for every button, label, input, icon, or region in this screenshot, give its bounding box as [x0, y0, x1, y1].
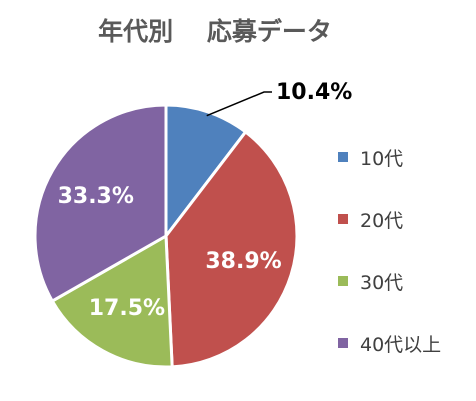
legend-swatch — [338, 338, 348, 348]
chart-title: 年代別 応募データ — [98, 17, 332, 46]
legend-label: 20代 — [360, 209, 404, 232]
slice-40s-plus — [33, 103, 168, 303]
leader-line — [206, 91, 272, 117]
legend: 10代 20代 30代 40代以上 — [338, 126, 473, 374]
legend-label: 10代 — [360, 147, 404, 170]
data-label-40s-plus: 33.3% — [58, 184, 134, 209]
legend-item-40s-plus: 40代以上 — [338, 312, 473, 374]
data-label-10s: 10.4% — [276, 80, 352, 105]
legend-item-20s: 20代 — [338, 188, 473, 250]
legend-label: 30代 — [360, 271, 404, 294]
legend-item-10s: 10代 — [338, 126, 473, 188]
legend-item-30s: 30代 — [338, 250, 473, 312]
slice-20s — [164, 130, 299, 369]
legend-swatch — [338, 152, 348, 162]
slice-30s — [50, 234, 174, 369]
data-label-30s: 17.5% — [89, 296, 165, 321]
legend-swatch — [338, 214, 348, 224]
legend-swatch — [338, 276, 348, 286]
data-label-20s: 38.9% — [205, 249, 281, 274]
slice-10s — [164, 103, 248, 238]
legend-label: 40代以上 — [360, 333, 442, 356]
